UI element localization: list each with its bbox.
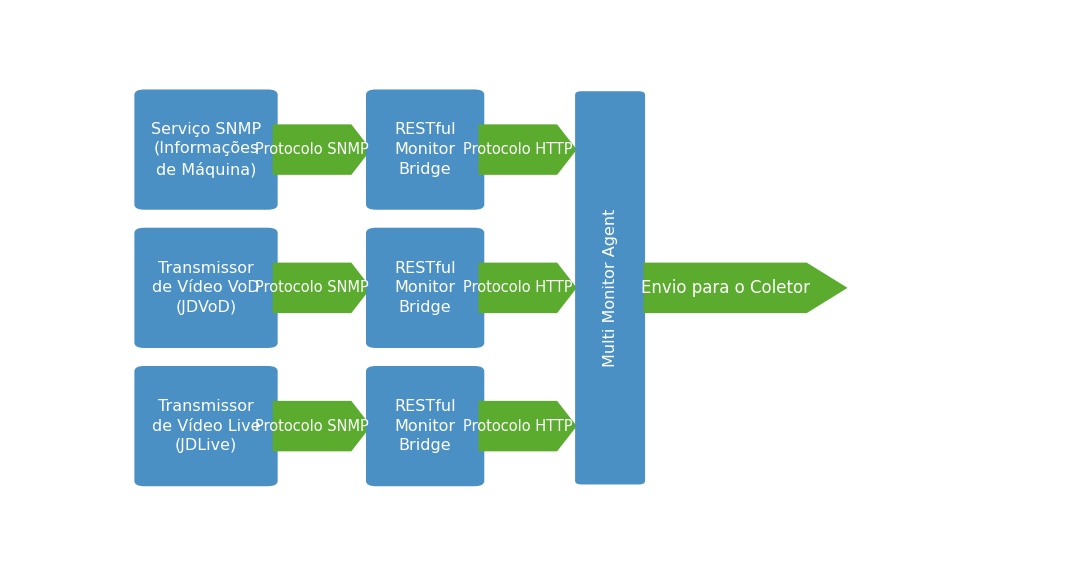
Polygon shape	[478, 401, 577, 451]
Text: Protocolo HTTP: Protocolo HTTP	[463, 280, 573, 295]
Text: Protocolo SNMP: Protocolo SNMP	[255, 280, 369, 295]
Text: Protocolo SNMP: Protocolo SNMP	[255, 142, 369, 157]
Text: RESTful
Monitor
Bridge: RESTful Monitor Bridge	[395, 399, 456, 453]
Text: Protocolo HTTP: Protocolo HTTP	[463, 142, 573, 157]
FancyBboxPatch shape	[575, 91, 645, 484]
Polygon shape	[644, 263, 847, 313]
Polygon shape	[478, 124, 577, 175]
Polygon shape	[273, 401, 371, 451]
Polygon shape	[273, 124, 371, 175]
Polygon shape	[478, 263, 577, 313]
FancyBboxPatch shape	[366, 228, 484, 348]
Text: Envio para o Coletor: Envio para o Coletor	[641, 279, 809, 297]
Text: RESTful
Monitor
Bridge: RESTful Monitor Bridge	[395, 123, 456, 177]
FancyBboxPatch shape	[134, 228, 277, 348]
Text: Protocolo HTTP: Protocolo HTTP	[463, 418, 573, 434]
FancyBboxPatch shape	[134, 366, 277, 486]
Text: Serviço SNMP
(Informações
de Máquina): Serviço SNMP (Informações de Máquina)	[151, 121, 261, 178]
FancyBboxPatch shape	[366, 89, 484, 210]
Text: Transmissor
de Vídeo Live
(JDLive): Transmissor de Vídeo Live (JDLive)	[152, 399, 260, 453]
Text: RESTful
Monitor
Bridge: RESTful Monitor Bridge	[395, 260, 456, 315]
Text: Transmissor
de Vídeo VoD
(JDVoD): Transmissor de Vídeo VoD (JDVoD)	[153, 260, 260, 315]
FancyBboxPatch shape	[366, 366, 484, 486]
Text: Protocolo SNMP: Protocolo SNMP	[255, 418, 369, 434]
Text: Multi Monitor Agent: Multi Monitor Agent	[603, 209, 618, 367]
Polygon shape	[273, 263, 371, 313]
FancyBboxPatch shape	[134, 89, 277, 210]
